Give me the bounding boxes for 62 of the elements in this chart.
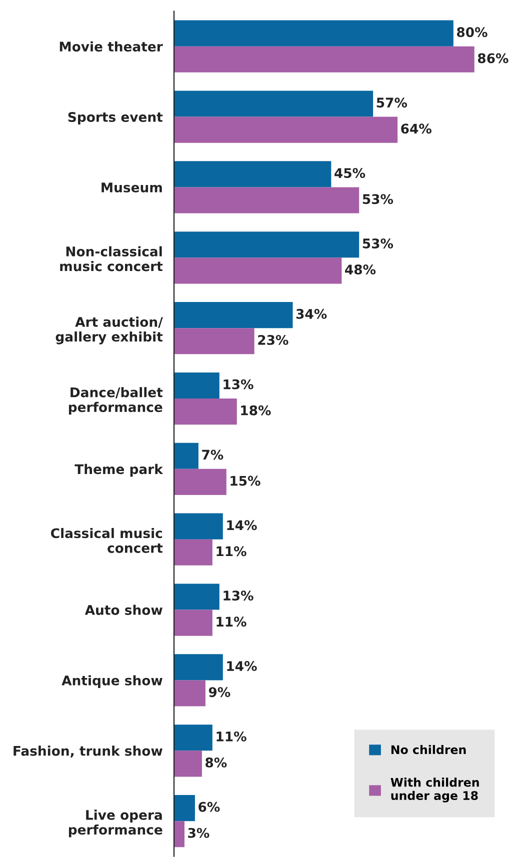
y-tick-label: Auto show (84, 604, 162, 615)
bar (174, 302, 293, 328)
legend-label: No children (391, 744, 466, 754)
data-label: 11% (216, 546, 246, 556)
data-label: 45% (334, 168, 366, 178)
y-tick-label: Classical music concert (51, 528, 163, 553)
y-tick-label: Theme park (74, 464, 164, 477)
data-label: 57% (376, 98, 408, 108)
data-label: 9% (208, 687, 230, 698)
data-label: 48% (345, 264, 376, 275)
bar (174, 46, 474, 72)
data-label: 53% (362, 194, 394, 204)
bar (174, 821, 184, 848)
y-tick-label: Dance/ballet performance (68, 387, 163, 415)
bar (174, 398, 237, 425)
data-label: 3% (188, 828, 210, 838)
y-tick-label: Museum (102, 182, 162, 192)
bar (174, 442, 198, 469)
y-tick-label: Art auction/ gallery exhibit (56, 316, 163, 344)
bar (174, 584, 220, 610)
data-label: 18% (241, 405, 271, 416)
data-label: 11% (216, 731, 246, 742)
y-tick-label: Movie theater (60, 41, 163, 52)
data-label: 8% (206, 758, 227, 768)
data-label: 86% (478, 53, 508, 64)
data-label: 14% (227, 520, 257, 530)
bar (174, 468, 226, 495)
data-label: 53% (362, 238, 394, 248)
bar (174, 539, 212, 566)
bar (174, 258, 342, 284)
y-tick-label: Antique show (62, 675, 162, 688)
data-label: 13% (224, 379, 254, 390)
data-label: 7% (202, 450, 224, 460)
bar (174, 116, 398, 143)
y-tick-label: Non-classical music concert (60, 246, 163, 272)
bar (174, 750, 202, 777)
data-label: 6% (198, 802, 220, 812)
bar (174, 232, 360, 258)
bar (174, 187, 360, 214)
data-label: 34% (296, 308, 327, 319)
bar (174, 680, 206, 706)
bar (174, 90, 374, 117)
bar (174, 161, 332, 188)
data-label: 23% (258, 334, 288, 345)
bar (174, 328, 254, 354)
bar (174, 654, 223, 680)
data-label: 64% (401, 124, 432, 134)
bar (174, 20, 454, 46)
y-tick-label: Fashion, trunk show (14, 746, 162, 758)
data-label: 14% (227, 661, 257, 672)
data-label: 11% (216, 616, 246, 627)
legend-label: With children under age 18 (390, 778, 479, 802)
y-tick-label: Live opera performance (68, 810, 162, 838)
data-label: 80% (457, 27, 488, 38)
bar (174, 513, 223, 540)
y-tick-label: Sports event (68, 112, 163, 125)
bar (174, 372, 220, 399)
data-label: 15% (230, 476, 260, 486)
bar (174, 795, 195, 822)
bar (174, 724, 212, 751)
bar (174, 610, 212, 636)
data-label: 13% (224, 590, 254, 601)
